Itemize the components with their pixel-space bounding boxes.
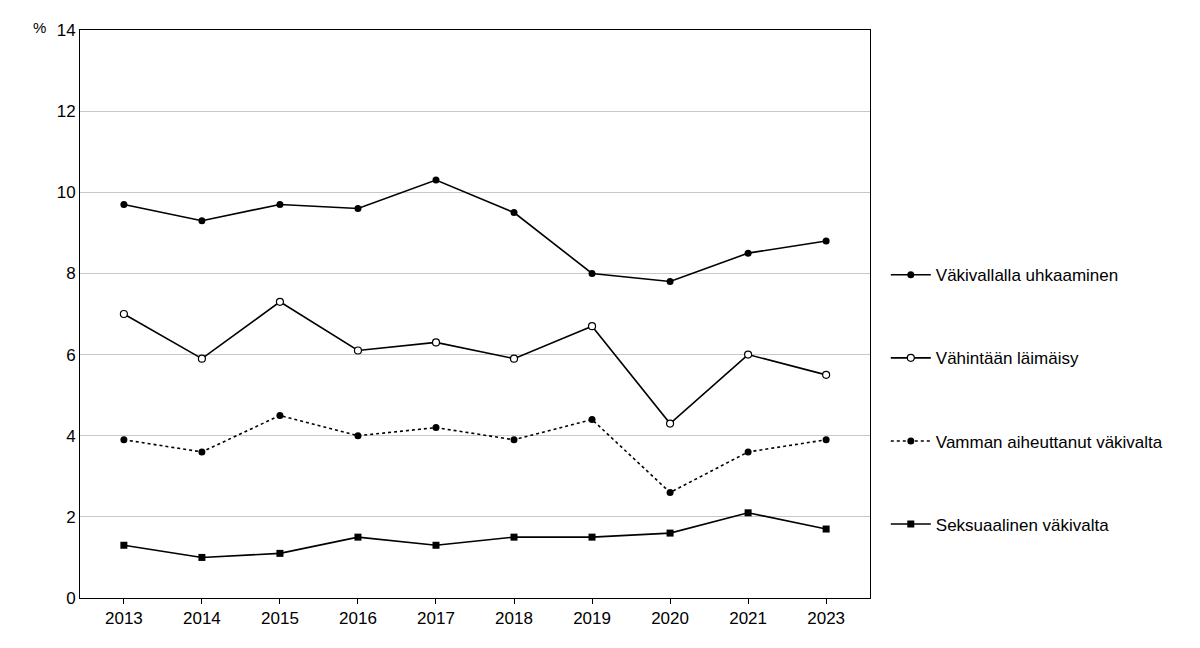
svg-text:Seksuaalinen väkivalta: Seksuaalinen väkivalta xyxy=(936,516,1109,535)
svg-text:2: 2 xyxy=(66,508,75,527)
svg-text:2020: 2020 xyxy=(651,609,689,628)
svg-text:2015: 2015 xyxy=(261,609,299,628)
svg-text:2013: 2013 xyxy=(105,609,143,628)
svg-text:12: 12 xyxy=(57,102,76,121)
svg-text:2019: 2019 xyxy=(573,609,611,628)
svg-text:2017: 2017 xyxy=(417,609,455,628)
svg-text:2016: 2016 xyxy=(339,609,377,628)
svg-text:6: 6 xyxy=(66,346,75,365)
svg-text:10: 10 xyxy=(57,183,76,202)
svg-text:2018: 2018 xyxy=(495,609,533,628)
svg-text:%: % xyxy=(33,19,46,36)
svg-text:0: 0 xyxy=(66,589,75,608)
svg-text:4: 4 xyxy=(66,427,75,446)
svg-text:Vähintään läimäisy: Vähintään läimäisy xyxy=(936,349,1079,368)
svg-text:2014: 2014 xyxy=(183,609,221,628)
svg-text:8: 8 xyxy=(66,264,75,283)
svg-text:2023: 2023 xyxy=(807,609,845,628)
svg-text:14: 14 xyxy=(57,21,76,40)
svg-text:Vamman aiheuttanut väkivalta: Vamman aiheuttanut väkivalta xyxy=(936,433,1163,452)
svg-text:2021: 2021 xyxy=(729,609,767,628)
svg-text:Väkivallalla uhkaaminen: Väkivallalla uhkaaminen xyxy=(936,266,1118,285)
